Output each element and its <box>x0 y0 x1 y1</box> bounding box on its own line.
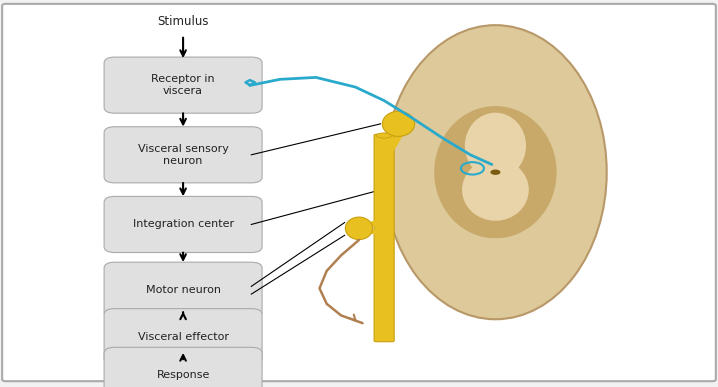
Ellipse shape <box>384 25 607 319</box>
FancyBboxPatch shape <box>104 57 262 113</box>
Text: Visceral sensory
neuron: Visceral sensory neuron <box>138 144 228 166</box>
Ellipse shape <box>383 111 415 136</box>
Text: Integration center: Integration center <box>133 219 233 229</box>
FancyBboxPatch shape <box>104 197 262 253</box>
Polygon shape <box>490 238 501 316</box>
Ellipse shape <box>465 113 526 179</box>
Text: Motor neuron: Motor neuron <box>146 285 220 295</box>
Text: Response: Response <box>157 370 210 380</box>
Ellipse shape <box>434 106 556 238</box>
Text: Receptor in
viscera: Receptor in viscera <box>151 74 215 96</box>
FancyBboxPatch shape <box>374 134 394 342</box>
FancyBboxPatch shape <box>2 4 716 381</box>
FancyBboxPatch shape <box>104 262 262 318</box>
Ellipse shape <box>345 217 373 240</box>
FancyBboxPatch shape <box>104 309 262 365</box>
FancyBboxPatch shape <box>104 127 262 183</box>
Ellipse shape <box>376 133 392 138</box>
Ellipse shape <box>462 159 528 221</box>
Circle shape <box>490 170 500 175</box>
Text: Stimulus: Stimulus <box>157 15 209 28</box>
Text: Visceral effector: Visceral effector <box>138 332 228 342</box>
FancyBboxPatch shape <box>104 348 262 387</box>
